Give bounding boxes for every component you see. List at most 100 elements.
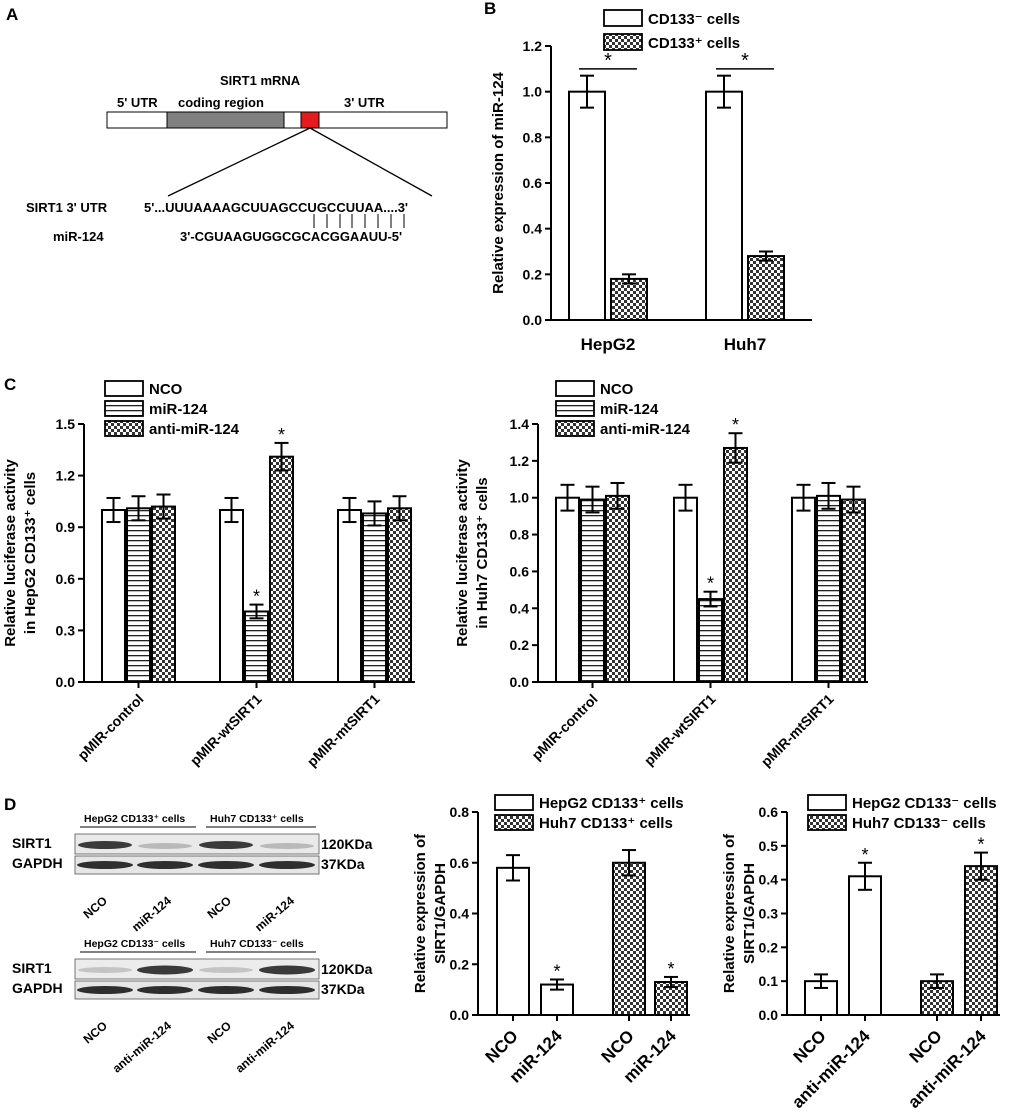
y-tick-label: 0.4: [523, 221, 543, 237]
blot-top-header-2: Huh7 CD133⁺ cells: [210, 813, 304, 825]
bar: [964, 865, 998, 1017]
panel-letter-d: D: [4, 795, 16, 814]
x-category-label: anti-miR-124: [788, 1026, 874, 1112]
blot-top: HepG2 CD133⁺ cells Huh7 CD133⁺ cells SIR…: [12, 813, 373, 934]
blot-bottom-kda-1: 120KDa: [321, 961, 373, 977]
y-axis-label: in Huh7 CD133⁺ cells: [474, 477, 491, 628]
legend-label: miR-124: [600, 401, 659, 418]
blot-band: [259, 861, 315, 869]
bar: [362, 512, 387, 683]
bar: [337, 509, 362, 683]
bar: [673, 496, 698, 684]
blot-band: [137, 986, 193, 994]
legend-swatch: [807, 814, 847, 831]
x-category-label: pMIR-mtSIRT1: [304, 691, 383, 770]
significance-star: *: [604, 50, 612, 72]
y-tick-label: 0.6: [56, 571, 76, 587]
bar: [555, 496, 580, 684]
blot-top-sirt1-membrane: [74, 833, 320, 855]
legend-swatch: [494, 814, 534, 831]
legend-label: Huh7 CD133⁺ cells: [539, 815, 673, 832]
y-tick-label: 0.8: [523, 129, 543, 145]
bar: [580, 498, 605, 683]
blot-band: [199, 967, 253, 973]
blot-top-lane-4: miR-124: [252, 893, 297, 934]
blot-band: [198, 986, 254, 994]
x-category-label: pMIR-control: [74, 691, 146, 763]
bar: [723, 446, 748, 684]
y-tick-label: 0.6: [759, 804, 779, 820]
bar: [610, 277, 648, 321]
blot-bottom-sirt1-membrane: [74, 958, 320, 980]
blot-top-kda-1: 120KDa: [321, 836, 373, 852]
legend-label: NCO: [149, 381, 183, 398]
bar: [705, 90, 743, 321]
legend-swatch: [555, 380, 595, 397]
legend-swatch: [603, 33, 643, 51]
bar: [496, 866, 530, 1017]
blot-top-row-sirt1: SIRT1: [12, 835, 52, 851]
blot-top-lane-3: NCO: [204, 894, 233, 922]
bar: [841, 498, 866, 683]
y-tick-label: 0.8: [510, 527, 530, 543]
x-category-label: pMIR-mtSIRT1: [758, 691, 837, 770]
y-tick-label: 1.0: [523, 84, 543, 100]
blot-top-kda-2: 37KDa: [321, 856, 365, 872]
blot-band: [138, 843, 192, 849]
y-tick-label: 0.0: [759, 1007, 779, 1023]
seq-label-sirt1: SIRT1 3' UTR: [26, 200, 108, 215]
mir124-sequence: 3'-CGUAAGUGGCGCACGGAAUU-5': [180, 229, 402, 244]
blot-bottom-gapdh-membrane: [74, 980, 320, 1000]
zoom-line-left: [167, 127, 311, 197]
blot-top-row-gapdh: GAPDH: [12, 855, 63, 871]
blot-band: [137, 965, 193, 975]
legend-swatch: [555, 420, 595, 437]
blot-band: [78, 841, 132, 849]
legend-swatch: [104, 380, 144, 397]
mrna-title: SIRT1 mRNA: [220, 73, 301, 88]
bar: [816, 494, 841, 683]
binding-site-block: [300, 111, 320, 129]
y-tick-label: 0.4: [759, 872, 779, 888]
legend-label: HepG2 CD133⁺ cells: [539, 795, 684, 812]
utr5-label: 5' UTR: [117, 95, 158, 110]
y-axis-label: Relative expression of: [412, 833, 429, 993]
blot-top-gapdh-membrane: [74, 855, 320, 875]
blot-band: [260, 843, 314, 849]
bar: [605, 494, 630, 683]
bar: [269, 455, 294, 683]
blot-bottom: HepG2 CD133⁻ cells Huh7 CD133⁻ cells SIR…: [12, 938, 373, 1076]
x-category-label: NCO: [482, 1026, 522, 1066]
y-tick-label: 0.6: [523, 175, 543, 191]
utr3-label: 3' UTR: [344, 95, 385, 110]
y-tick-label: 0.6: [450, 855, 470, 871]
blot-band: [137, 861, 193, 869]
bar: [101, 509, 126, 683]
sirt1-utr-sequence: 5'...UUUAAAAGCUUAGCCUGCCUUAA....3': [144, 200, 408, 215]
blot-band: [198, 861, 254, 869]
bar: [219, 509, 244, 683]
x-category-label: anti-miR-124: [904, 1026, 990, 1112]
blot-bottom-lane-3: NCO: [204, 1019, 233, 1047]
y-tick-label: 0.0: [523, 312, 543, 328]
x-category-label: NCO: [790, 1026, 830, 1066]
y-tick-label: 1.5: [56, 416, 76, 432]
blot-bottom-row-sirt1: SIRT1: [12, 960, 52, 976]
y-tick-label: 0.6: [510, 563, 530, 579]
blot-band: [78, 967, 132, 973]
blot-bottom-header-2: Huh7 CD133⁻ cells: [210, 938, 304, 950]
coding-region-block: [166, 111, 285, 129]
y-tick-label: 0.1: [759, 973, 779, 989]
bar: [126, 507, 151, 683]
significance-star: *: [707, 574, 714, 594]
legend-label: Huh7 CD133⁻ cells: [852, 815, 986, 832]
x-category-label: Huh7: [724, 335, 767, 354]
y-tick-label: 1.2: [523, 38, 543, 54]
chart-c-huh7: 0.0 0.2 0.4 0.6 0.8 1.0 1.2 1.4 Relative lucifer…: [454, 380, 868, 770]
blot-bottom-header-1: HepG2 CD133⁻ cells: [84, 938, 185, 950]
y-tick-label: 1.2: [510, 453, 530, 469]
bar: [387, 507, 412, 683]
significance-star: *: [977, 835, 984, 855]
blot-top-lane-2: miR-124: [129, 893, 174, 934]
x-category-label: NCO: [906, 1026, 946, 1066]
